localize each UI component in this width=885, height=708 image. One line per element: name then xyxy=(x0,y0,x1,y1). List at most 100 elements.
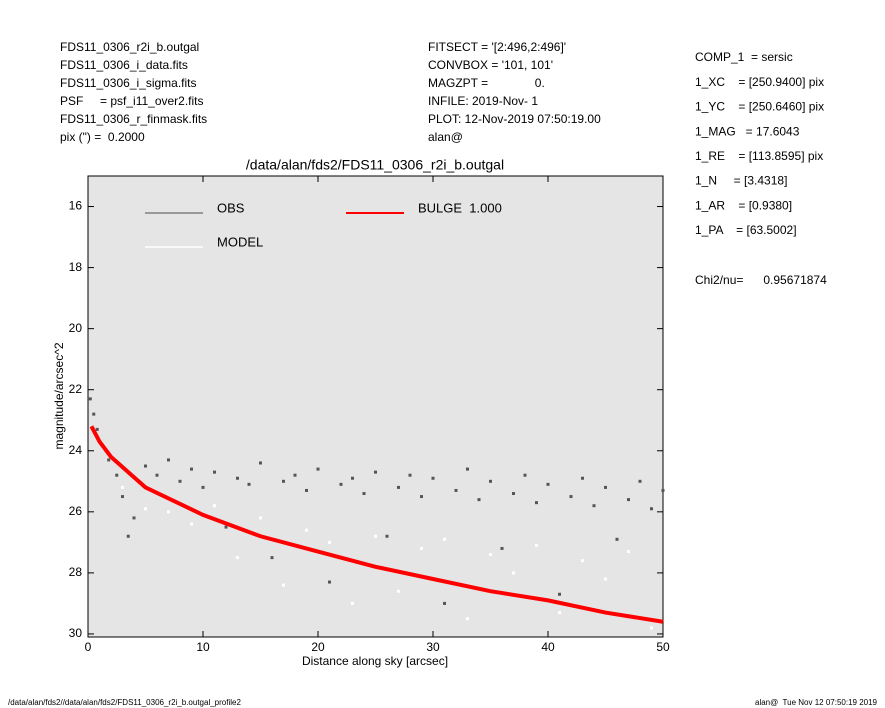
chi2: Chi2/nu= 0.95671874 xyxy=(695,273,827,287)
y-tick-label: 16 xyxy=(69,199,83,213)
data-point xyxy=(155,473,159,477)
data-point xyxy=(224,525,228,529)
data-point xyxy=(558,611,561,615)
data-point xyxy=(144,507,147,511)
data-point xyxy=(385,534,389,538)
y-tick-label: 24 xyxy=(69,443,83,457)
data-point xyxy=(190,522,193,526)
bulge-line xyxy=(89,425,664,624)
parameter-line: 1_XC = [250.9400] pix xyxy=(695,75,824,89)
header-left-line: FDS11_0306_i_sigma.fits xyxy=(60,76,197,90)
footer-right: alan@ Tue Nov 12 07:50:19 2019 xyxy=(755,698,878,707)
data-point xyxy=(339,482,343,486)
data-point xyxy=(95,427,99,431)
data-point xyxy=(581,559,584,563)
y-tick-label: 28 xyxy=(69,565,83,579)
parameter-line: COMP_1 = sersic xyxy=(695,50,793,64)
parameter-line: 1_YC = [250.6460] pix xyxy=(695,100,824,114)
header-middle-line: INFILE: 2019-Nov- 1 xyxy=(428,94,538,108)
data-point xyxy=(305,528,308,532)
data-point xyxy=(454,488,458,492)
data-point xyxy=(362,492,366,496)
data-point xyxy=(638,479,642,483)
data-point xyxy=(213,470,216,474)
data-point xyxy=(592,504,596,508)
data-point xyxy=(397,485,400,489)
y-tick-label: 18 xyxy=(69,260,83,274)
footer-left: /data/alan/fds2//data/alan/fds2/FDS11_03… xyxy=(8,698,241,707)
y-tick-label: 30 xyxy=(69,626,83,640)
data-point xyxy=(512,492,515,496)
data-point xyxy=(627,550,630,554)
data-point xyxy=(107,458,111,462)
parameter-line: 1_RE = [113.8595] pix xyxy=(695,149,823,163)
data-point xyxy=(420,495,423,499)
header-middle-line: PLOT: 12-Nov-2019 07:50:19.00 xyxy=(428,112,601,126)
data-point xyxy=(92,412,96,416)
data-point xyxy=(466,617,469,621)
data-point xyxy=(489,553,492,557)
data-point xyxy=(247,482,251,486)
data-point xyxy=(121,495,124,499)
y-tick-label: 26 xyxy=(69,504,83,518)
chart-title: /data/alan/fds2/FDS11_0306_r2i_b.outgal xyxy=(246,157,504,173)
data-point xyxy=(581,476,584,480)
data-point xyxy=(512,571,515,575)
data-point xyxy=(213,504,216,508)
data-point xyxy=(535,543,538,547)
data-point xyxy=(523,473,527,477)
legend-label: MODEL xyxy=(217,234,263,249)
data-point xyxy=(351,476,354,480)
data-point xyxy=(500,546,504,550)
header-middle-line: CONVBOX = '101, 101' xyxy=(428,58,553,72)
x-tick-label: 50 xyxy=(656,640,670,654)
data-point xyxy=(466,467,469,471)
data-point xyxy=(443,537,446,541)
data-point xyxy=(167,510,170,514)
data-point xyxy=(126,534,130,538)
data-point xyxy=(431,476,435,480)
legend-label: BULGE 1.000 xyxy=(418,200,502,215)
data-point xyxy=(328,580,331,584)
x-tick-label: 30 xyxy=(426,640,440,654)
data-point xyxy=(650,507,653,511)
plot-area xyxy=(87,175,664,638)
data-point xyxy=(201,485,205,489)
x-tick-label: 10 xyxy=(196,640,210,654)
data-point xyxy=(443,601,446,605)
data-point xyxy=(144,464,147,468)
data-point xyxy=(420,546,423,550)
data-point xyxy=(604,485,607,489)
data-point xyxy=(397,589,400,593)
data-point xyxy=(121,485,124,489)
y-tick-label: 20 xyxy=(69,321,83,335)
header-middle-line: FITSECT = '[2:496,2:496]' xyxy=(428,40,566,54)
y-axis-label: magnitude/arcsec^2 xyxy=(52,342,66,449)
parameter-line: 1_AR = [0.9380] xyxy=(695,198,792,212)
data-point xyxy=(190,467,193,471)
data-point xyxy=(569,495,573,499)
data-point xyxy=(546,482,550,486)
data-point xyxy=(305,488,308,492)
header-left-line: pix (") = 0.2000 xyxy=(60,130,145,144)
data-point xyxy=(615,537,619,541)
data-point xyxy=(178,479,182,483)
legend-label: OBS xyxy=(217,200,245,215)
data-point xyxy=(282,583,285,587)
data-point xyxy=(558,592,561,596)
data-point xyxy=(328,540,331,544)
data-point xyxy=(270,556,274,560)
data-point xyxy=(351,601,354,605)
data-point xyxy=(604,577,607,581)
data-point xyxy=(316,467,320,471)
data-point xyxy=(259,461,262,465)
x-tick-label: 40 xyxy=(541,640,555,654)
data-point xyxy=(661,488,665,492)
data-point xyxy=(115,473,119,477)
parameter-line: 1_N = [3.4318] xyxy=(695,174,787,188)
y-tick-label: 22 xyxy=(69,382,83,396)
data-point xyxy=(477,498,481,502)
parameter-line: 1_MAG = 17.6043 xyxy=(695,124,800,138)
data-point xyxy=(259,516,262,520)
x-tick-label: 20 xyxy=(311,640,325,654)
